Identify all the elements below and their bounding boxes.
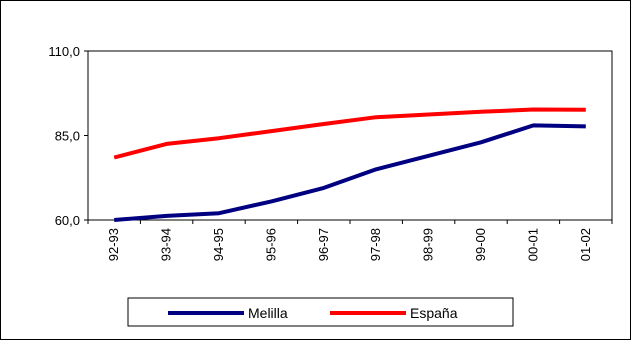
x-tick-label: 92-93 [106,228,121,261]
y-tick-label: 85,0 [55,129,80,144]
x-tick-label: 99-00 [473,228,488,261]
x-tick-label: 00-01 [525,228,540,261]
plot-area [87,50,613,221]
x-axis-ticks: 92-93 93-94 94-95 95-96 96-97 97-98 98-99 99-00… [87,220,613,261]
y-tick-label: 110,0 [48,44,80,59]
legend-label-melilla: Melilla [248,305,288,321]
y-axis-ticks: 60,0 85,0 110,0 [48,44,88,228]
legend-label-espana: España [410,305,458,321]
series-line-espaa [113,107,586,160]
x-tick-label: 01-02 [578,228,593,261]
legend: Melilla España [127,297,514,327]
x-tick-label: 98-99 [421,228,436,261]
y-tick-label: 60,0 [55,213,80,228]
series-lines [113,107,586,222]
x-tick-label: 95-96 [263,228,278,261]
x-tick-label: 97-98 [368,228,383,261]
series-line-melilla [114,123,586,222]
x-tick-label: 96-97 [316,228,331,261]
x-tick-label: 94-95 [211,228,226,261]
x-tick-label: 93-94 [159,228,174,261]
